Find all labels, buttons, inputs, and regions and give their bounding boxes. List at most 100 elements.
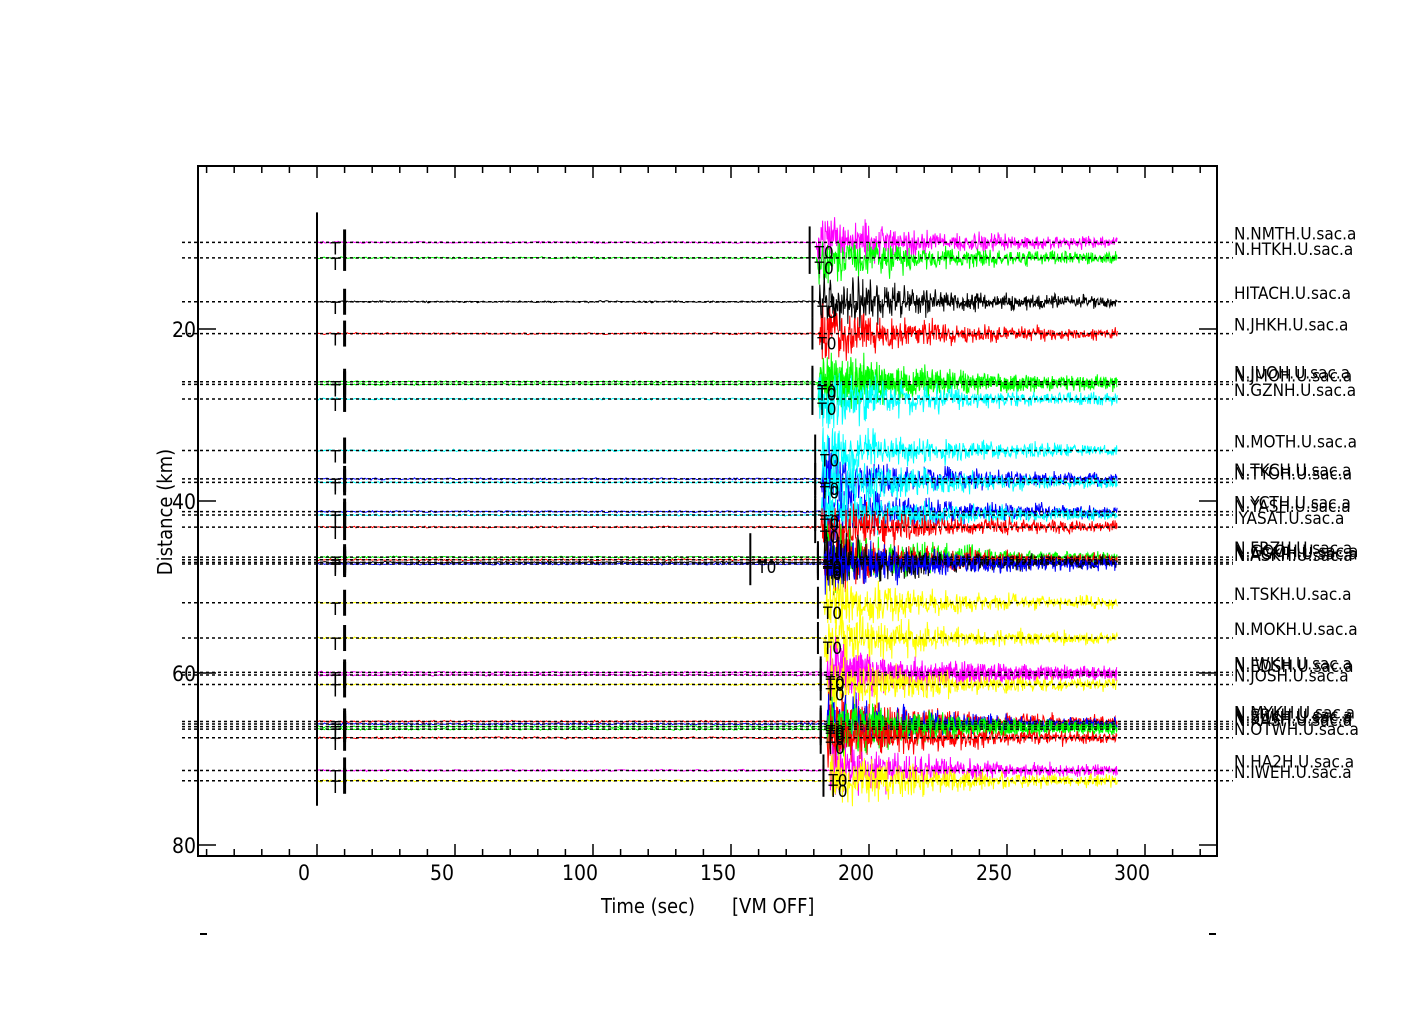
y-tick-label: 60 bbox=[172, 662, 196, 686]
arrival-label: T0 bbox=[825, 739, 845, 759]
arrival-label: T0 bbox=[825, 676, 845, 696]
t-marker-label: T bbox=[330, 379, 341, 399]
t-marker-label: T bbox=[330, 561, 341, 581]
station-label: N.YCTH.U.sac.a bbox=[1234, 494, 1351, 514]
arrival-label: T0 bbox=[825, 730, 845, 750]
arrival-label: T0 bbox=[816, 335, 836, 355]
station-label: N.TYOH.U.sac.a bbox=[1234, 464, 1352, 484]
station-label: N.TKCH.U.sac.a bbox=[1234, 461, 1352, 481]
arrival-label: T0 bbox=[814, 259, 834, 279]
arrival-label: T0 bbox=[825, 728, 845, 748]
arrival-label: T0 bbox=[814, 243, 834, 263]
t-marker-label: T bbox=[330, 331, 341, 351]
t-marker-label: T bbox=[330, 681, 341, 701]
station-label: N.TSKH.U.sac.a bbox=[1234, 585, 1351, 605]
trace-n-mokh-u-sac-a bbox=[316, 608, 1118, 670]
trace-n-iweh-u-sac-a bbox=[316, 750, 1118, 807]
t-marker-label: T bbox=[330, 396, 341, 416]
station-label: N.EDSH.U.sac.a bbox=[1234, 657, 1354, 677]
station-label: N.KASH.U.sac.a bbox=[1234, 711, 1352, 731]
distance-guide-lines bbox=[182, 241, 1233, 782]
station-label: N.IWEH.U.sac.a bbox=[1234, 763, 1352, 783]
t-marker-label: T bbox=[330, 512, 341, 532]
arrival-label: T0 bbox=[825, 685, 845, 705]
y-axis-label: Distance (km) bbox=[153, 449, 177, 575]
stray-pick-label: T0 bbox=[756, 558, 776, 578]
trace-n-nmth-u-sac-a bbox=[316, 217, 1118, 282]
t-marker-label: T bbox=[330, 721, 341, 741]
pick-markers: T T0T T0T T0T T0T T0T T0T T0T T0T T0T T0T T0T T0T T0T… bbox=[316, 212, 848, 806]
t-marker-label: T bbox=[330, 524, 341, 544]
station-label: N.YASH.U.sac.a bbox=[1234, 497, 1351, 517]
trace-n-tyoh-u-sac-a bbox=[316, 455, 1118, 508]
arrival-label: T0 bbox=[822, 558, 842, 578]
t-marker-label: T bbox=[330, 718, 341, 738]
station-label: IYASAT.U.sac.a bbox=[1234, 509, 1344, 529]
station-label: N.SIWH.U.sac.a bbox=[1234, 709, 1352, 729]
trace-n-ha2h-u-sac-a bbox=[316, 743, 1118, 796]
arrival-label: T0 bbox=[825, 673, 845, 693]
station-label: N.SBKH.U.sac.a bbox=[1234, 706, 1353, 726]
arrival-label: T0 bbox=[816, 383, 836, 403]
station-label: N.ASKH.U.sac.a bbox=[1234, 546, 1353, 566]
trace-n-yash-u-sac-a bbox=[317, 487, 1118, 540]
t-marker-label: T bbox=[330, 726, 341, 746]
plot-frame bbox=[197, 165, 1218, 857]
station-label: N.NMTH.U.sac.a bbox=[1234, 224, 1356, 244]
t-marker-label: T bbox=[330, 476, 341, 496]
t-marker-label: T bbox=[330, 479, 341, 499]
t-marker-label: T bbox=[330, 778, 341, 798]
t-marker-label: T bbox=[330, 509, 341, 529]
t-marker-label: T bbox=[330, 672, 341, 692]
arrival-label: T0 bbox=[822, 604, 842, 624]
trace-iyasat-u-sac-a bbox=[316, 501, 1118, 549]
station-label: N.MYKH.U.sac.a bbox=[1234, 703, 1355, 723]
station-label: N.JUOH.U.sac.a bbox=[1234, 364, 1350, 384]
t-marker-label: T bbox=[330, 448, 341, 468]
trace-n-moth-u-sac-a bbox=[316, 427, 1118, 478]
station-label: N.AGMH.U.sac.a bbox=[1234, 544, 1358, 564]
arrival-label: T0 bbox=[827, 771, 847, 791]
arrival-label: T0 bbox=[822, 565, 842, 585]
station-label: N.GOOH.U.sac.a bbox=[1234, 542, 1358, 562]
station-label: N.OTWH.U.sac.a bbox=[1234, 720, 1359, 740]
y-tick-label: 80 bbox=[172, 834, 196, 858]
arrival-label: T0 bbox=[819, 513, 839, 533]
axes: 0 50 100 150 200 250 300 20 40 60 80 bbox=[172, 166, 1217, 885]
station-label: N.FRZH.U.sac.a bbox=[1234, 539, 1352, 559]
station-label: N.MOKH.U.sac.a bbox=[1234, 620, 1358, 640]
station-label: N.JMOH.U.sac.a bbox=[1234, 366, 1352, 386]
t-marker-label: T bbox=[330, 239, 341, 259]
x-tick-label: 0 bbox=[298, 861, 310, 885]
station-label: N.JOSH.U.sac.a bbox=[1234, 666, 1349, 686]
t-marker-label: T bbox=[330, 559, 341, 579]
t-marker-label: T bbox=[330, 669, 341, 689]
t-marker-label: T bbox=[330, 724, 341, 744]
trace-n-htkh-u-sac-a bbox=[316, 240, 1118, 285]
x-tick-label: 200 bbox=[838, 861, 874, 885]
t-marker-label: T bbox=[330, 554, 341, 574]
arrival-label: T0 bbox=[822, 563, 842, 583]
station-label: N.HTKH.U.sac.a bbox=[1234, 240, 1353, 260]
x-tick-label: 50 bbox=[430, 861, 454, 885]
arrival-label: T0 bbox=[819, 483, 839, 503]
arrival-label: T0 bbox=[819, 516, 839, 536]
vm-status: [VM OFF] bbox=[732, 894, 814, 918]
arrival-label: T0 bbox=[819, 480, 839, 500]
t-marker-label: T bbox=[330, 767, 341, 787]
station-label: HITACH.U.sac.a bbox=[1234, 284, 1351, 304]
station-label: N.IWKH.U.sac.a bbox=[1234, 654, 1352, 674]
arrival-label: T0 bbox=[819, 528, 839, 548]
t-marker-label: T bbox=[330, 635, 341, 655]
trace-n-kash-u-sac-a bbox=[316, 703, 1118, 757]
t-marker-label: T bbox=[330, 600, 341, 620]
x-tick-label: 150 bbox=[700, 861, 736, 885]
station-label: N.JHKH.U.sac.a bbox=[1234, 316, 1348, 336]
station-labels: N.NMTH.U.sac.aN.HTKH.U.sac.a HITACH.U.sac… bbox=[1234, 224, 1359, 782]
t-marker-label: T bbox=[330, 735, 341, 755]
t-marker-label: T bbox=[330, 299, 341, 319]
arrival-label: T0 bbox=[822, 561, 842, 581]
x-axis-label: Time (sec) bbox=[600, 894, 695, 918]
y-tick-label: 20 bbox=[172, 318, 196, 342]
